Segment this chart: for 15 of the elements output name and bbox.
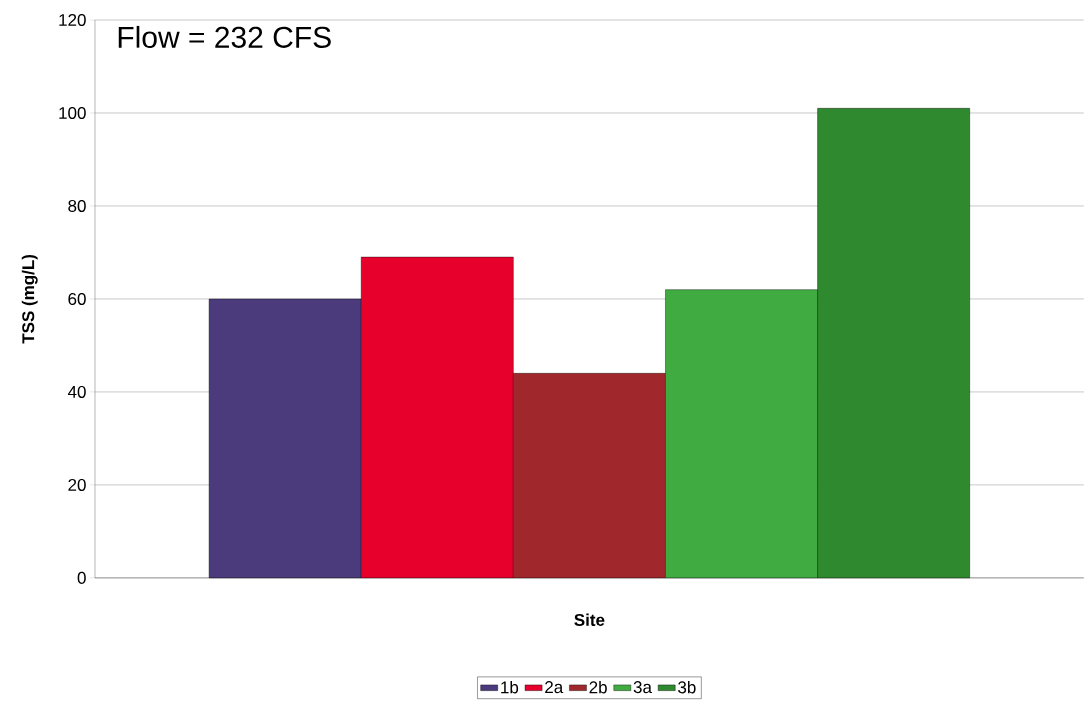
legend-label: 3b	[678, 680, 696, 694]
y-tick-label: 40	[67, 385, 86, 399]
y-tick-label: 20	[68, 478, 86, 491]
y-axis-title: TSS (mg/L)	[21, 255, 38, 344]
legend-label: 3a	[633, 681, 652, 694]
y-tick-label: 80	[68, 200, 86, 213]
legend-label: 1b	[501, 680, 519, 694]
legend-label: 2a	[545, 681, 564, 694]
legend-label: 2b	[589, 680, 607, 694]
x-axis-title: Site	[574, 613, 605, 627]
y-tick-label: 0	[77, 571, 86, 584]
y-tick-label: 100	[59, 107, 86, 120]
chart-title: Flow = 232 CFS	[118, 25, 331, 48]
y-tick-label: 60	[68, 292, 86, 306]
y-tick-label: 120	[59, 14, 86, 27]
